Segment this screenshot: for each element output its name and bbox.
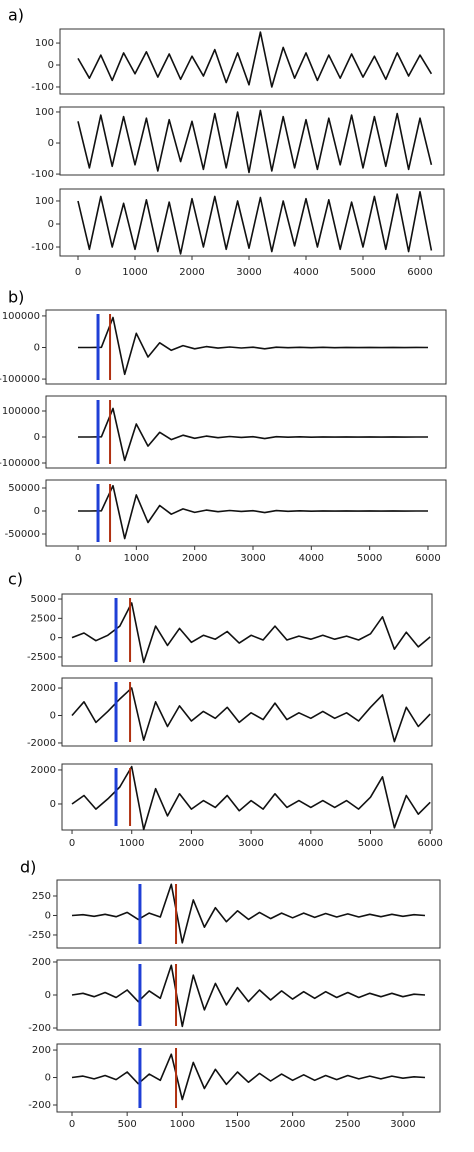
waveform [71,964,426,1028]
y-tick-label: 0 [50,799,56,810]
y-tick-label: -100000 [0,374,40,385]
y-tick-label: 100000 [2,311,40,322]
x-tick-label: 2000 [179,267,204,278]
y-tick-label: 100 [35,196,54,207]
panel-label: b) [8,288,24,307]
waveform [77,109,433,174]
y-tick-label: 250 [32,891,51,902]
y-tick-label: -100 [31,82,54,93]
x-tick-label: 4000 [299,553,324,564]
y-tick-label: -2500 [27,652,56,663]
x-tick-label: 5000 [357,553,382,564]
x-tick-label: 6000 [417,838,442,849]
x-tick-label: 4000 [293,267,318,278]
y-tick-label: 0 [50,711,56,722]
x-tick-label: 2500 [335,1119,360,1130]
y-tick-label: 2000 [31,683,56,694]
y-tick-label: -200 [28,1100,51,1111]
x-tick-label: 1000 [119,838,144,849]
y-tick-label: 0 [45,990,51,1001]
x-tick-label: 4000 [298,838,323,849]
x-tick-label: 6000 [407,267,432,278]
y-tick-label: -200 [28,1023,51,1034]
x-tick-label: 1000 [170,1119,195,1130]
x-tick-label: 3000 [236,267,261,278]
y-tick-label: 200 [32,1045,51,1056]
y-tick-label: -50000 [5,529,40,540]
plot-frame [45,395,447,469]
plot-frame [56,959,441,1031]
y-tick-label: 5000 [31,594,56,605]
x-tick-label: 0 [69,838,75,849]
plot-frame [45,479,447,547]
x-tick-label: 500 [118,1119,137,1130]
waveform [71,687,431,743]
x-tick-label: 3000 [240,553,265,564]
panel-label: a) [8,6,24,25]
x-tick-label: 3000 [390,1119,415,1130]
x-tick-label: 6000 [415,553,440,564]
x-tick-label: 3000 [238,838,263,849]
plot-frame [59,28,445,95]
y-tick-label: -250 [28,930,51,941]
x-tick-label: 2000 [182,553,207,564]
x-tick-label: 5000 [358,838,383,849]
x-tick-label: 1500 [225,1119,250,1130]
plot-frame [61,593,433,667]
waveform [78,316,429,376]
x-tick-label: 1000 [124,553,149,564]
y-tick-label: 0 [48,138,54,149]
y-tick-label: -2000 [27,738,56,749]
plot-frame [56,879,441,949]
waveform [77,191,433,255]
y-tick-label: 100 [35,38,54,49]
waveform [78,407,428,462]
y-tick-label: 0 [34,432,40,443]
waveform [78,484,428,540]
x-tick-label: 2000 [280,1119,305,1130]
x-tick-label: 1000 [122,267,147,278]
y-tick-label: 50000 [8,483,40,494]
y-tick-label: 0 [48,219,54,230]
panel-label: d) [20,858,36,877]
x-tick-label: 2000 [179,838,204,849]
y-tick-label: 0 [45,910,51,921]
y-tick-label: 200 [32,957,51,968]
y-tick-label: -100 [31,242,54,253]
y-tick-label: 2500 [31,613,56,624]
y-tick-label: 100000 [2,406,40,417]
y-tick-label: 0 [34,506,40,517]
waveform [77,31,433,88]
y-tick-label: 2000 [31,765,56,776]
y-tick-label: 0 [50,633,56,644]
y-tick-label: -100 [31,169,54,180]
y-tick-label: -100000 [0,458,40,469]
x-tick-label: 0 [75,267,81,278]
waveform [71,883,426,944]
panel-label: c) [8,570,23,589]
waveform [71,602,431,664]
x-tick-label: 0 [69,1119,75,1130]
y-tick-label: 100 [35,107,54,118]
y-tick-label: 0 [48,60,54,71]
waveform [71,1053,426,1101]
y-tick-label: 0 [34,342,40,353]
plot-frame [61,677,433,747]
waveform [71,765,431,831]
y-tick-label: 0 [45,1073,51,1084]
x-tick-label: 5000 [350,267,375,278]
x-tick-label: 0 [75,553,81,564]
